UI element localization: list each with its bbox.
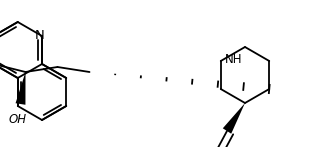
Text: OH: OH [8, 113, 27, 126]
Text: NH: NH [225, 52, 242, 66]
Polygon shape [223, 103, 245, 134]
Polygon shape [16, 72, 26, 105]
Text: N: N [35, 29, 45, 41]
